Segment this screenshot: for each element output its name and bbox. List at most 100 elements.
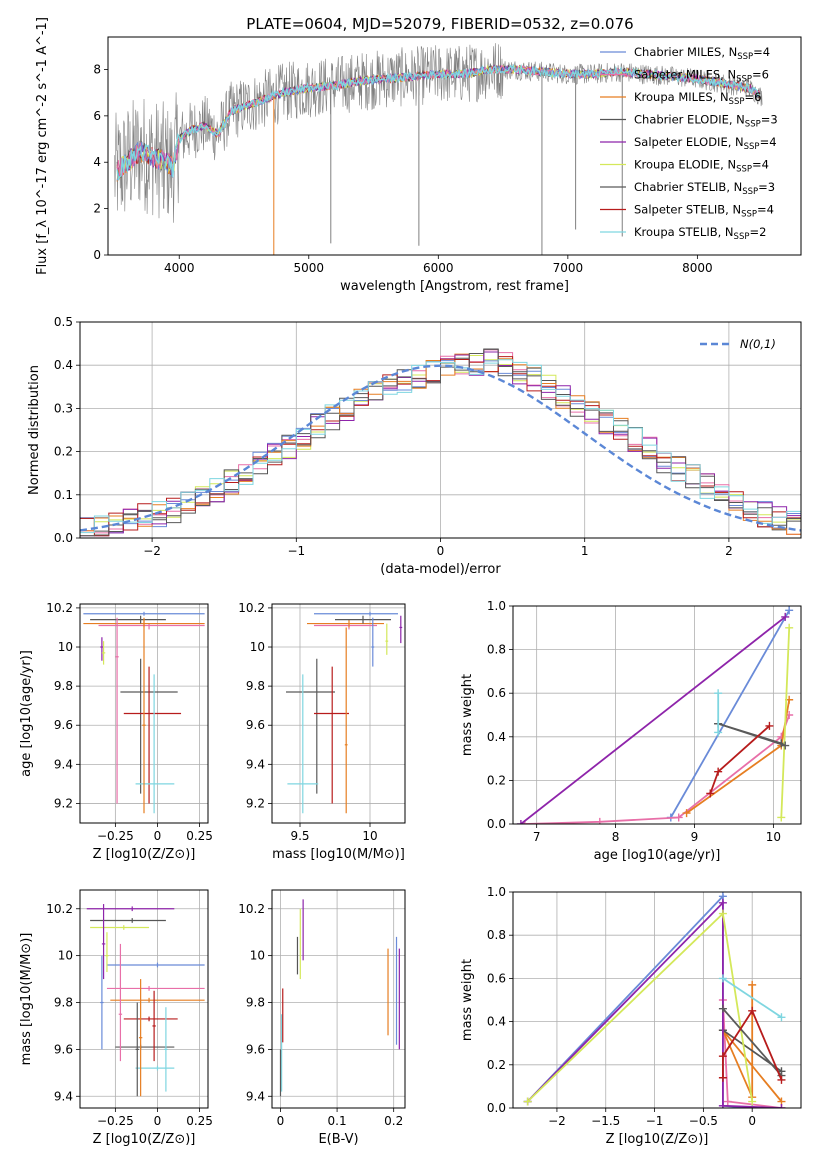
- x-tick-label: 8000: [682, 261, 713, 275]
- y-axis-label: Flux [f_λ 10^-17 erg cm^-2 s^-1 A^-1]: [35, 17, 50, 275]
- axes-frame: [79, 603, 209, 824]
- legend-count: =2: [749, 225, 766, 239]
- plot-area: [80, 348, 801, 537]
- y-tick-label: 10: [58, 640, 73, 654]
- axes-normed: −2 −1 0 1 2 0.0 0.1 0.2 0.3 0.4 0.5 (data-model)/er…: [27, 315, 802, 577]
- plot-area: [86, 904, 205, 1097]
- weight-line: [722, 1008, 783, 1077]
- weight-line: [526, 911, 754, 1103]
- x-axis-label: Z [log10(Z/Z⊙)]: [606, 1132, 709, 1147]
- weight-line: [520, 616, 786, 824]
- histogram-step-line: [80, 359, 801, 534]
- axes-age-vs-mass: 9.5 10 9.2 9.4 9.6 9.8 10 10.2 mass [log10(M/M⊙)…: [238, 601, 406, 862]
- legend-count: =3: [758, 180, 775, 194]
- axes-frame: [79, 321, 802, 539]
- y-tick-label: 9.8: [54, 679, 73, 693]
- y-tick-label: 0: [93, 248, 101, 262]
- x-tick-label: −1: [287, 544, 305, 558]
- plot-area: [523, 892, 786, 1108]
- weight-marker: [714, 767, 723, 776]
- y-tick-label: 0.6: [487, 971, 506, 985]
- x-axis-label: E(B-V): [318, 1132, 358, 1147]
- y-tick-label: 10: [250, 949, 265, 963]
- x-tick-label: −0.25: [97, 1114, 134, 1128]
- y-tick-label: 9.8: [54, 996, 73, 1010]
- legend-subscript: SSP: [745, 120, 761, 130]
- legend-count: =4: [752, 158, 769, 172]
- y-tick-label: 0.5: [54, 315, 73, 329]
- x-tick-label: 8: [612, 830, 620, 844]
- y-tick-label: 4: [93, 155, 101, 169]
- plot-area: [286, 611, 403, 814]
- axes-frame: [271, 889, 406, 1109]
- weight-marker: [674, 813, 683, 822]
- y-tick-label: 0.0: [54, 531, 73, 545]
- y-tick-label: 10: [250, 640, 265, 654]
- figure-title: PLATE=0604, MJD=52079, FIBERID=0532, z=0…: [246, 15, 633, 33]
- weight-line: [717, 722, 786, 747]
- x-axis-label: mass [log10(M/M⊙)]: [272, 847, 405, 862]
- y-tick-label: 0.2: [54, 445, 73, 459]
- weight-marker: [706, 789, 715, 798]
- weight-marker: [781, 612, 790, 621]
- weight-marker: [718, 1052, 727, 1061]
- legend: Chabrier MILES, NSSP=4 Salpeter MILES, NS…: [600, 45, 778, 242]
- weight-line: [526, 894, 753, 1108]
- weight-line: [722, 977, 782, 1019]
- legend-count: =4: [753, 45, 770, 59]
- x-tick-label: 10: [362, 829, 377, 843]
- y-tick-label: 10.2: [46, 902, 73, 916]
- y-tick-label: 10.2: [238, 601, 265, 615]
- y-tick-label: 9.8: [246, 996, 265, 1010]
- gaussian-reference-line: [80, 364, 801, 532]
- weight-marker: [723, 1097, 732, 1106]
- x-tick-label: 0: [154, 1114, 162, 1128]
- y-tick-label: 0.4: [487, 730, 506, 744]
- x-tick-label: −2: [548, 1114, 566, 1128]
- x-axis-label: (data-model)/error: [380, 562, 501, 577]
- legend-label: Kroupa ELODIE, NSSP=4: [634, 158, 769, 175]
- model-spectrum-line: [116, 63, 760, 181]
- y-tick-label: 9.6: [246, 718, 265, 732]
- axes-ebv: 0 0.1 0.2 9.4 9.6 9.8 10 10.2 E(B-V): [238, 889, 406, 1147]
- x-tick-label: 0: [154, 829, 162, 843]
- x-tick-label: 9.5: [290, 829, 309, 843]
- weight-marker: [785, 623, 794, 632]
- x-tick-label: 6000: [423, 261, 454, 275]
- axes-frame: [79, 889, 209, 1109]
- weight-line: [686, 699, 791, 814]
- legend-subscript: SSP: [737, 52, 753, 62]
- x-tick-label: 0.1: [328, 1114, 347, 1128]
- legend-label: N(0,1): [740, 337, 776, 351]
- plot-area: [279, 899, 400, 1097]
- y-tick-label: 10.2: [46, 601, 73, 615]
- weight-marker: [718, 909, 727, 918]
- legend-count: =3: [761, 113, 778, 127]
- weight-marker: [516, 820, 525, 824]
- y-tick-label: 0.0: [487, 1101, 506, 1115]
- x-tick-label: 0: [748, 1114, 756, 1128]
- weight-marker: [682, 809, 691, 818]
- y-tick-label: 9.2: [246, 796, 265, 810]
- axes-frame: [512, 891, 802, 1109]
- axes-frame: [512, 605, 802, 825]
- y-tick-label: 0.1: [54, 488, 73, 502]
- weight-marker: [718, 1073, 727, 1082]
- x-tick-label: −0.25: [97, 829, 134, 843]
- y-axis-label: age [log10(age/yr)]: [19, 650, 34, 777]
- legend-label: Kroupa MILES, NSSP=6: [634, 90, 761, 107]
- axes-weight-vs-Z: −2 −1.5 −1 −0.5 0 0.0 0.2 0.4 0.6 0.8 1.0 Z [log10(…: [460, 885, 802, 1147]
- y-tick-label: 0.8: [487, 643, 506, 657]
- weight-marker: [777, 1013, 786, 1022]
- y-axis-label: Normed distribution: [27, 365, 42, 495]
- x-tick-label: 0.25: [186, 1114, 213, 1128]
- weight-marker: [718, 898, 727, 907]
- legend: N(0,1): [700, 337, 776, 351]
- x-tick-label: 0: [437, 544, 445, 558]
- weight-marker: [765, 721, 774, 730]
- x-tick-label: 0.2: [384, 1114, 403, 1128]
- y-axis-label: mass weight: [460, 674, 475, 756]
- y-tick-label: 9.4: [246, 757, 265, 771]
- y-tick-label: 1.0: [487, 885, 506, 899]
